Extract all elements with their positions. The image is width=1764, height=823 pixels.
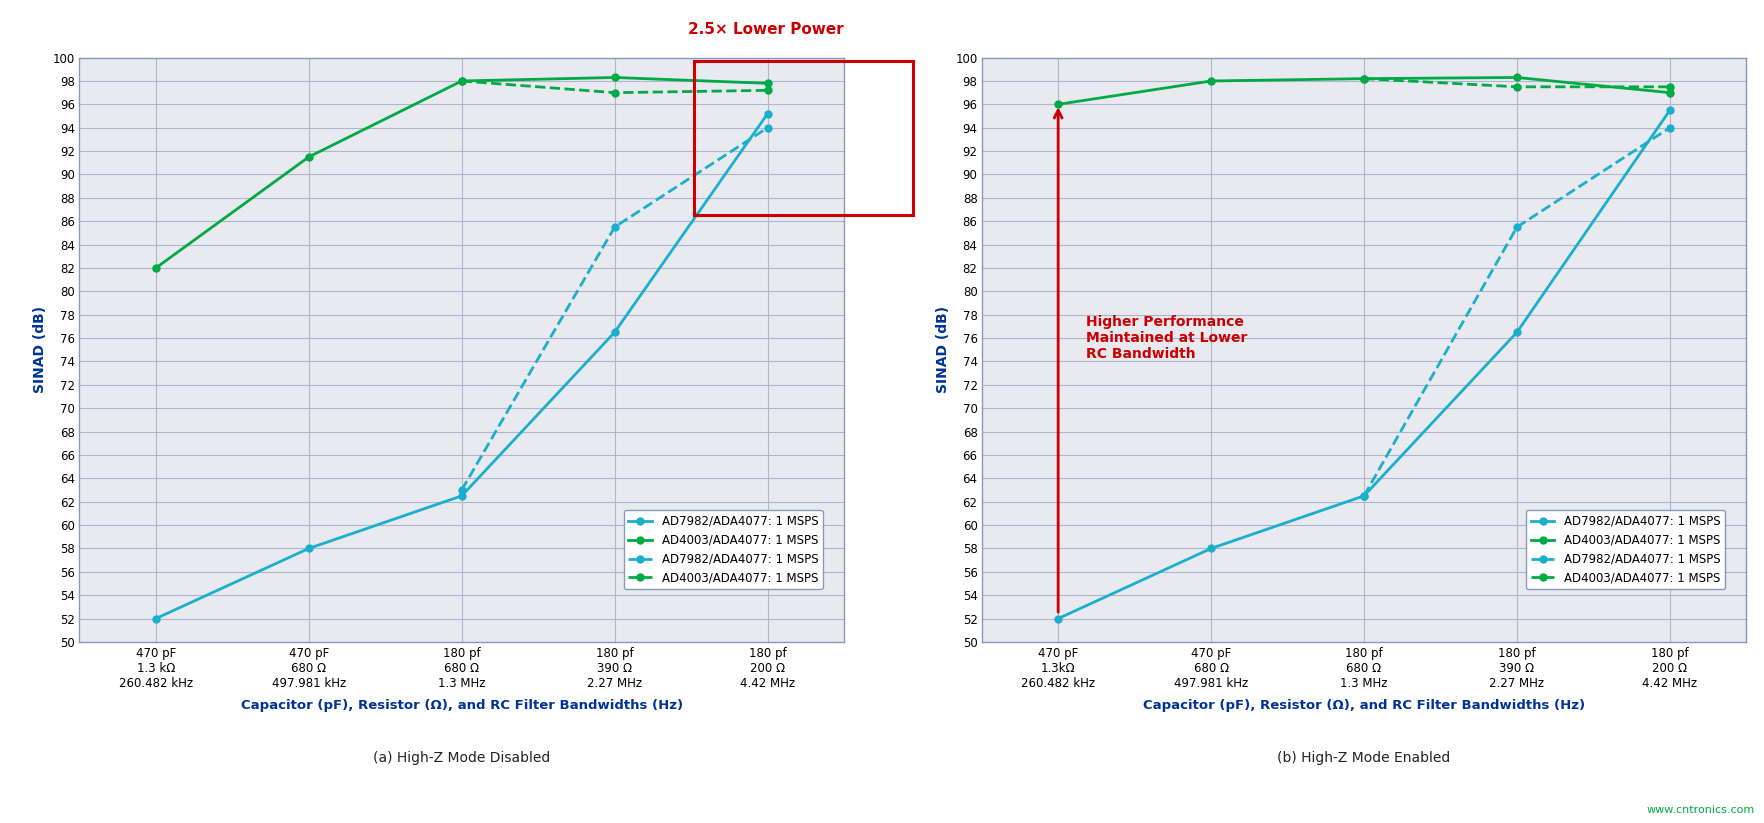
Legend: AD7982/ADA4077: 1 MSPS, AD4003/ADA4077: 1 MSPS, AD7982/ADA4077: 1 MSPS, AD4003/A: AD7982/ADA4077: 1 MSPS, AD4003/ADA4077: … bbox=[1526, 510, 1725, 589]
Legend: AD7982/ADA4077: 1 MSPS, AD4003/ADA4077: 1 MSPS, AD7982/ADA4077: 1 MSPS, AD4003/A: AD7982/ADA4077: 1 MSPS, AD4003/ADA4077: … bbox=[624, 510, 822, 589]
X-axis label: Capacitor (pF), Resistor (Ω), and RC Filter Bandwidths (Hz): Capacitor (pF), Resistor (Ω), and RC Fil… bbox=[1143, 699, 1586, 712]
Text: 2.5× Lower Power: 2.5× Lower Power bbox=[688, 22, 843, 37]
Text: www.cntronics.com: www.cntronics.com bbox=[1648, 805, 1755, 815]
Bar bbox=[695, 61, 914, 216]
X-axis label: Capacitor (pF), Resistor (Ω), and RC Filter Bandwidths (Hz): Capacitor (pF), Resistor (Ω), and RC Fil… bbox=[240, 699, 683, 712]
Title: (b) High-Z Mode Enabled: (b) High-Z Mode Enabled bbox=[1277, 751, 1450, 765]
Y-axis label: SINAD (dB): SINAD (dB) bbox=[34, 306, 48, 393]
Y-axis label: SINAD (dB): SINAD (dB) bbox=[935, 306, 949, 393]
Text: Higher Performance
Maintained at Lower
RC Bandwidth: Higher Performance Maintained at Lower R… bbox=[1085, 315, 1247, 361]
Title: (a) High-Z Mode Disabled: (a) High-Z Mode Disabled bbox=[374, 751, 550, 765]
